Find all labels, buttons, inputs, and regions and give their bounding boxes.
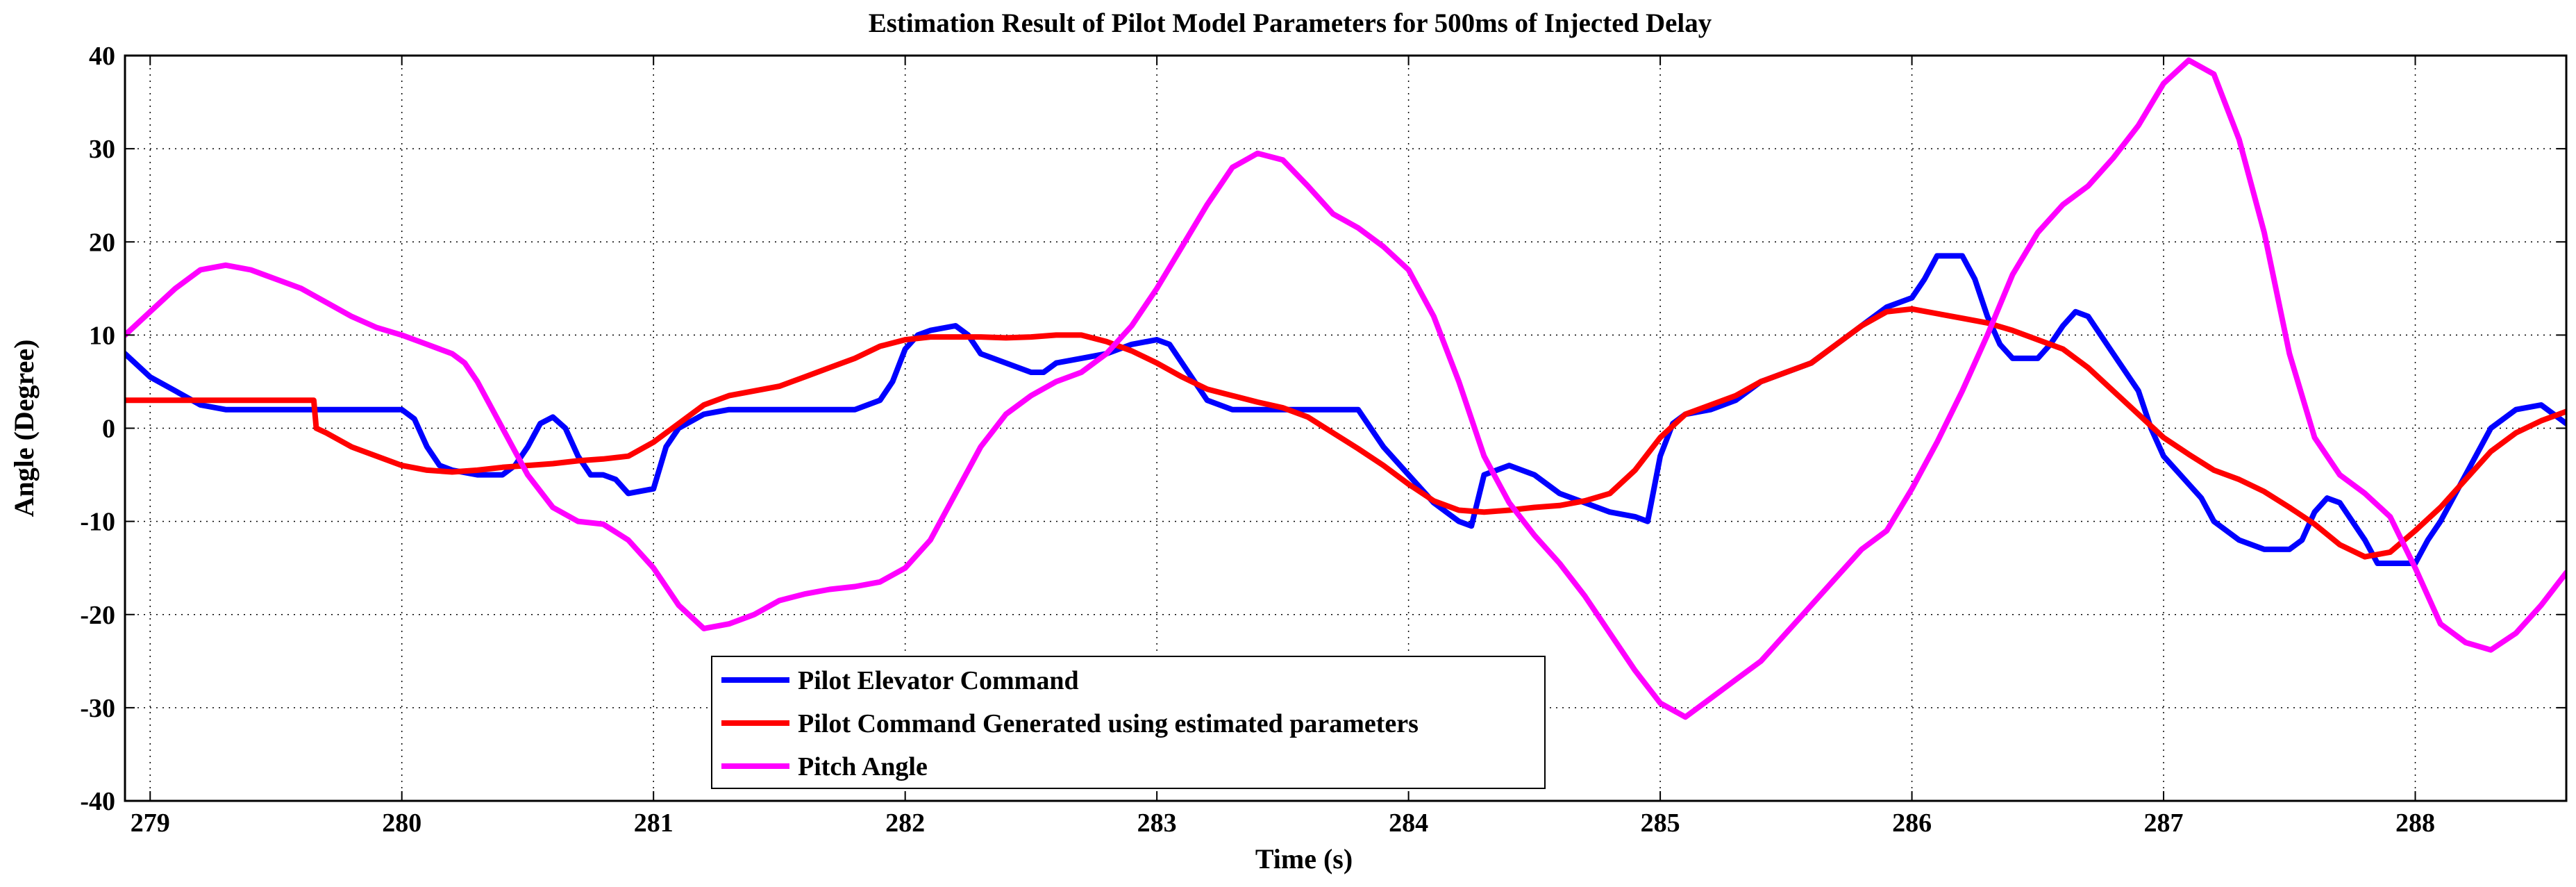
y-tick-label: 20	[89, 228, 115, 257]
legend-label-1: Pilot Elevator Command	[798, 666, 1079, 695]
x-tick-label: 286	[1892, 809, 1932, 838]
x-tick-label: 284	[1389, 809, 1428, 838]
x-tick-label: 279	[131, 809, 170, 838]
y-tick-label: 10	[89, 321, 115, 350]
legend-label-3: Pitch Angle	[798, 752, 928, 781]
plot-series	[125, 57, 2566, 720]
x-tick-label: 282	[885, 809, 925, 838]
y-tick-label: 30	[89, 135, 115, 164]
y-tick-label: 0	[102, 415, 115, 444]
chart-title: Estimation Result of Pilot Model Paramet…	[869, 8, 1712, 38]
series-line-1	[125, 253, 2566, 566]
x-tick-label: 287	[2144, 809, 2184, 838]
y-tick-label: -10	[80, 508, 115, 537]
legend-box	[711, 656, 1546, 789]
series-line-3	[125, 57, 2566, 720]
x-axis-label: Time (s)	[1255, 843, 1353, 874]
y-tick-label: 40	[89, 42, 115, 71]
y-axis-label: Angle (Degree)	[8, 340, 40, 517]
x-tick-label: 281	[634, 809, 674, 838]
x-tick-label: 283	[1137, 809, 1177, 838]
axis-ticks: 279 280 281 282 283 284 285 286 287 288 -40 -30 -20 -…	[80, 42, 2566, 838]
x-tick-label: 288	[2395, 809, 2435, 838]
y-tick-label: -40	[80, 787, 115, 816]
y-tick-label: -30	[80, 694, 115, 723]
x-tick-label: 285	[1641, 809, 1680, 838]
series-line-2	[125, 306, 2566, 560]
x-tick-label: 280	[382, 809, 421, 838]
legend-label-2: Pilot Command Generated using estimated …	[798, 709, 1419, 738]
legend: Pilot Elevator Command Pilot Command Gene…	[711, 656, 1546, 789]
y-tick-label: -20	[80, 601, 115, 630]
